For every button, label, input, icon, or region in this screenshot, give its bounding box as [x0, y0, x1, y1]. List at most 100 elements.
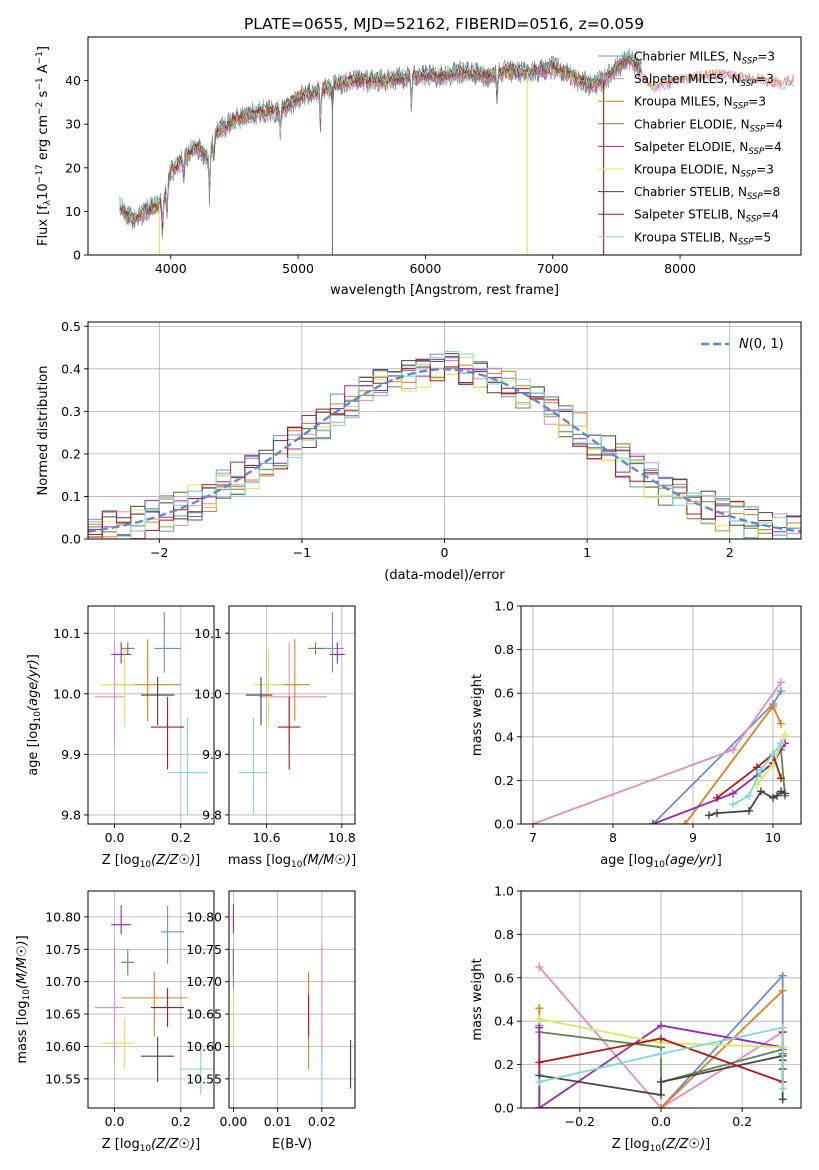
weight-marker-kroupa-miles — [657, 1104, 665, 1108]
spectrum-x-label: wavelength [Angstrom, rest frame] — [330, 283, 559, 298]
y-tick-label: 10.80 — [45, 909, 81, 924]
weight-marker-salpeter-elodie — [729, 789, 737, 798]
legend-label-kroupa-miles: Kroupa MILES, NSSP=3 — [634, 95, 766, 112]
normal-reference-curve — [88, 368, 801, 533]
panel-age-vs-mass: 10.6 10.8 9.8 9.9 10.0 10.1 mass [log10(M/M☉)] — [194, 605, 356, 870]
mass-weight-vs-z-x-label: Z [log10(Z/Z☉)] — [612, 1137, 710, 1154]
x-tick-label: 5000 — [282, 261, 314, 276]
x-tick-label: 7000 — [537, 261, 569, 276]
age-vs-z-x-label: Z [log10(Z/Z☉)] — [102, 853, 200, 870]
weight-marker-kroupa-stelib — [778, 1023, 787, 1032]
weight-line-chabrier-miles — [652, 690, 782, 824]
weight-marker-chabrier-stelib — [757, 787, 765, 796]
y-tick-label: 10.65 — [186, 1007, 222, 1022]
weight-marker-chabrier-stelib — [778, 1095, 787, 1104]
plot-area — [94, 612, 208, 815]
weight-marker-kroupa-stelib — [757, 765, 765, 774]
axes-frame — [228, 605, 356, 825]
plot-area — [535, 962, 787, 1108]
x-tick-label: 10.6 — [253, 830, 281, 845]
x-tick-label: 1 — [583, 545, 591, 560]
weight-marker-salpeter-stelib — [535, 1058, 544, 1067]
weight-line-salpeter-miles — [532, 681, 782, 824]
y-tick-label: 10.55 — [186, 1071, 222, 1086]
plot-area — [232, 903, 352, 1105]
y-tick-label: 0.1 — [61, 489, 81, 504]
y-tick-label: 0.8 — [494, 927, 514, 942]
spectrum-y-label: Flux [fλ10−17 erg cm−2 s−1 A−1] — [35, 46, 53, 246]
x-tick-label: 0.0 — [651, 1114, 671, 1129]
weight-marker-kroupa-miles — [769, 702, 777, 711]
y-tick-label: 1.0 — [494, 884, 514, 899]
y-tick-label: 10.60 — [45, 1039, 81, 1054]
residuals-x-label: (data-model)/error — [384, 568, 505, 583]
legend-label-kroupa-elodie: Kroupa ELODIE, NSSP=3 — [634, 163, 774, 180]
legend-label-chabrier-elodie: Chabrier ELODIE, NSSP=4 — [634, 117, 783, 134]
y-tick-label: 0.8 — [494, 642, 514, 657]
weight-marker-salpeter-miles — [777, 678, 785, 687]
y-tick-label: 10.55 — [45, 1071, 81, 1086]
x-tick-label: 0.2 — [171, 830, 191, 845]
x-tick-label: 0.2 — [171, 1114, 191, 1129]
weight-line-salpeter-elodie — [538, 1024, 783, 1108]
weight-marker-chabrier-stelib — [713, 809, 721, 818]
y-tick-label: 0.5 — [61, 319, 81, 334]
y-tick-label: 10.80 — [186, 909, 222, 924]
x-tick-label: −1 — [293, 545, 311, 560]
x-tick-label: 2 — [726, 545, 734, 560]
weight-marker-salpeter-miles — [535, 962, 544, 971]
weight-marker-kroupa-stelib — [778, 1084, 787, 1093]
axes-frame — [520, 605, 802, 825]
spectrum-legend: Chabrier MILES, NSSP=3 Salpeter MILES, NS… — [598, 50, 783, 247]
y-tick-label: 0 — [73, 248, 81, 263]
y-tick-label: 0.0 — [61, 532, 81, 547]
x-tick-label: 0.2 — [732, 1114, 752, 1129]
y-tick-label: 0.6 — [494, 970, 514, 985]
legend-label-chabrier-miles: Chabrier MILES, NSSP=3 — [634, 50, 775, 67]
y-tick-label: 9.9 — [61, 747, 81, 762]
weight-line-salpeter-stelib — [716, 752, 782, 799]
x-tick-label: 8 — [609, 830, 617, 845]
weight-line-salpeter-miles — [538, 966, 784, 1108]
weight-marker-salpeter-elodie — [535, 1104, 544, 1108]
y-tick-label: 1.0 — [494, 599, 514, 614]
weight-marker-kroupa-elodie — [781, 730, 789, 739]
mass-vs-z-x-label: Z [log10(Z/Z☉)] — [102, 1137, 200, 1154]
legend-label-kroupa-stelib: Kroupa STELIB, NSSP=5 — [634, 230, 771, 247]
y-tick-label: 0.0 — [494, 817, 514, 832]
legend-label-chabrier-stelib: Chabrier STELIB, NSSP=8 — [634, 185, 780, 202]
weight-marker-chabrier-stelib — [781, 789, 789, 798]
residuals-y-label: Normed distribution — [36, 366, 51, 496]
y-tick-label: 0.6 — [494, 686, 514, 701]
y-tick-label: 10.1 — [194, 626, 222, 641]
plot-area — [88, 351, 801, 539]
weight-marker-kroupa-stelib — [745, 791, 753, 800]
y-tick-label: 10.65 — [45, 1007, 81, 1022]
axes-frame — [87, 605, 215, 825]
y-tick-label: 20 — [65, 160, 81, 175]
y-tick-label: 30 — [65, 117, 81, 132]
panel-mass-vs-ebv: 0.00 0.01 0.02 10.55 10.60 10.65 10.70 10.75 10.… — [186, 890, 356, 1152]
weight-marker-salpeter-elodie — [535, 1023, 544, 1032]
y-tick-label: 40 — [65, 73, 81, 88]
weight-marker-salpeter-stelib — [657, 1034, 665, 1043]
weight-marker-chabrier-stelib — [773, 791, 781, 800]
y-tick-label: 10.0 — [194, 686, 222, 701]
legend-label-salpeter-elodie: Salpeter ELODIE, NSSP=4 — [634, 140, 782, 157]
plot-area — [238, 612, 345, 815]
plot-area — [119, 48, 795, 255]
x-tick-label: 0.00 — [219, 1114, 247, 1129]
x-tick-label: 8000 — [664, 261, 696, 276]
panel-age-vs-z: 0.0 0.2 9.8 9.9 10.0 10.1 Z [log10(Z/Z☉)] age [… — [26, 605, 215, 870]
x-tick-label: −2 — [150, 545, 168, 560]
x-tick-label: 0.02 — [308, 1114, 336, 1129]
axes-frame — [87, 36, 802, 256]
x-tick-label: 6000 — [409, 261, 441, 276]
y-tick-label: 0.3 — [61, 404, 81, 419]
y-tick-label: 0.2 — [61, 446, 81, 461]
x-tick-label: 7 — [529, 830, 537, 845]
y-tick-label: 10.1 — [53, 626, 81, 641]
legend-label-salpeter-miles: Salpeter MILES, NSSP=3 — [634, 72, 774, 89]
weight-marker-salpeter-miles — [529, 820, 537, 824]
